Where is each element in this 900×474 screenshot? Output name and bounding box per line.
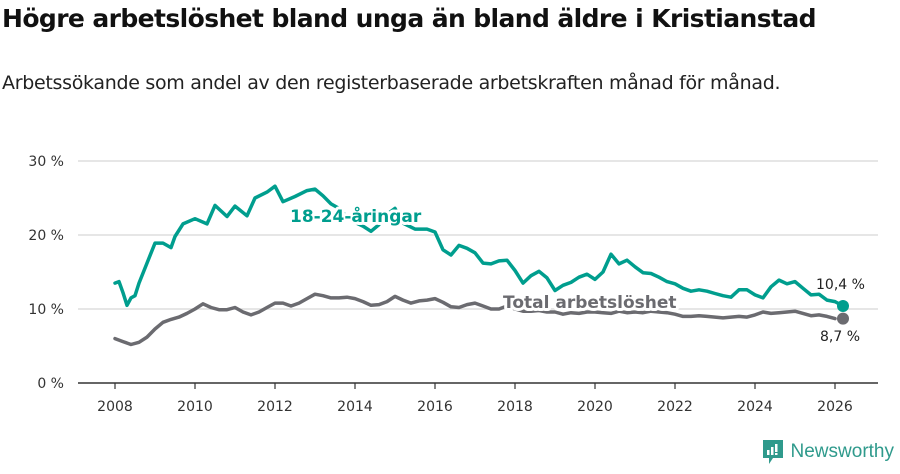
x-tick-label: 2008	[97, 399, 133, 415]
end-value-youth: 10,4 %	[816, 277, 865, 293]
x-tick-label: 2010	[177, 399, 213, 415]
x-tick-label: 2016	[417, 399, 453, 415]
y-tick-label: 10 %	[28, 302, 64, 318]
end-value-total: 8,7 %	[820, 329, 860, 345]
x-tick-label: 2020	[577, 399, 613, 415]
brand-name: Newsworthy	[790, 441, 894, 462]
y-tick-label: 30 %	[28, 154, 64, 170]
newsworthy-logo: Newsworthy	[761, 438, 894, 466]
series-line	[113, 292, 837, 347]
chart-title: Högre arbetslöshet bland unga än bland ä…	[2, 4, 817, 33]
x-tick-label: 2024	[737, 399, 773, 415]
series-label-youth: 18-24-åringar	[290, 205, 422, 227]
x-tick-label: 2012	[257, 399, 293, 415]
y-axis-ticks: 0 % 10 % 20 % 30 %	[28, 154, 64, 392]
chart-subtitle: Arbetssökande som andel av den registerb…	[2, 72, 781, 94]
brand-chart-icon	[762, 440, 783, 464]
x-tick-label: 2022	[657, 399, 693, 415]
series-label-total: Total arbetslöshet	[503, 293, 677, 313]
series-labels: 18-24-åringar Total arbetslöshet 10,4 % 8,7…	[287, 202, 865, 345]
series-line	[113, 184, 845, 308]
x-tick-label: 2018	[497, 399, 533, 415]
gridlines	[78, 160, 878, 310]
x-tick-label: 2014	[337, 399, 373, 415]
series-lines	[113, 184, 849, 347]
x-axis: 2008 2010 2012 2014 2016 2018 2020 2022 2024 2026	[78, 382, 878, 415]
y-tick-label: 0 %	[37, 376, 64, 392]
x-tick-label: 2026	[817, 399, 853, 415]
y-tick-label: 20 %	[28, 228, 64, 244]
series-end-dot	[837, 300, 849, 313]
series-end-dot	[837, 312, 849, 325]
